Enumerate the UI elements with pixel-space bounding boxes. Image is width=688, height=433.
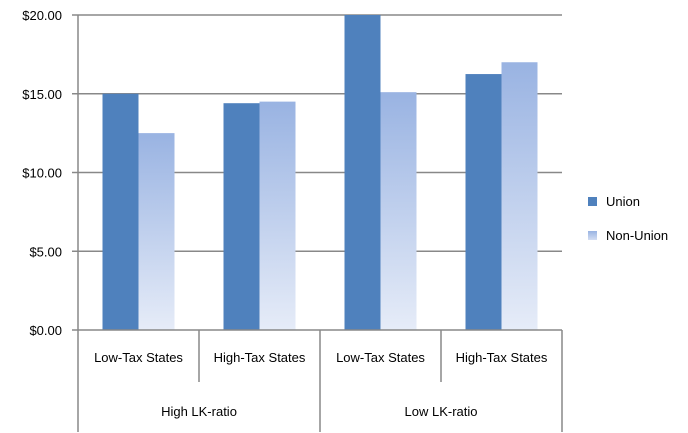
category-label-2: Low-Tax States — [336, 350, 425, 365]
category-label-1: High-Tax States — [214, 350, 306, 365]
legend-label-union: Union — [606, 194, 640, 209]
bar-union-2 — [344, 15, 381, 330]
bar-non-union-1 — [259, 101, 296, 330]
bar-non-union-3 — [501, 62, 538, 330]
y-tick-label-3: $15.00 — [22, 87, 62, 102]
bar-union-1 — [223, 103, 260, 330]
category-label-0: Low-Tax States — [94, 350, 183, 365]
bars — [102, 15, 538, 330]
x-axis-labels: Low-Tax States High-Tax States Low-Tax Sta… — [94, 350, 548, 419]
y-tick-label-2: $10.00 — [22, 166, 62, 181]
bar-non-union-0 — [138, 133, 175, 330]
legend-label-non-union: Non-Union — [606, 228, 668, 243]
y-tick-label-0: $0.00 — [29, 323, 62, 338]
y-tick-label-4: $20.00 — [22, 8, 62, 23]
category-label-3: High-Tax States — [456, 350, 548, 365]
bar-union-0 — [102, 93, 139, 330]
bar-union-3 — [465, 74, 502, 330]
group-label-0: High LK-ratio — [161, 404, 237, 419]
group-label-1: Low LK-ratio — [405, 404, 478, 419]
y-tick-label-1: $5.00 — [29, 244, 62, 259]
y-axis-tick-labels: $0.00 $5.00 $10.00 $15.00 $20.00 — [22, 8, 62, 338]
axes — [72, 14, 563, 432]
legend: Union Non-Union — [588, 194, 668, 243]
legend-swatch-non-union — [588, 231, 597, 240]
legend-swatch-union — [588, 197, 597, 206]
bar-non-union-2 — [380, 92, 417, 330]
